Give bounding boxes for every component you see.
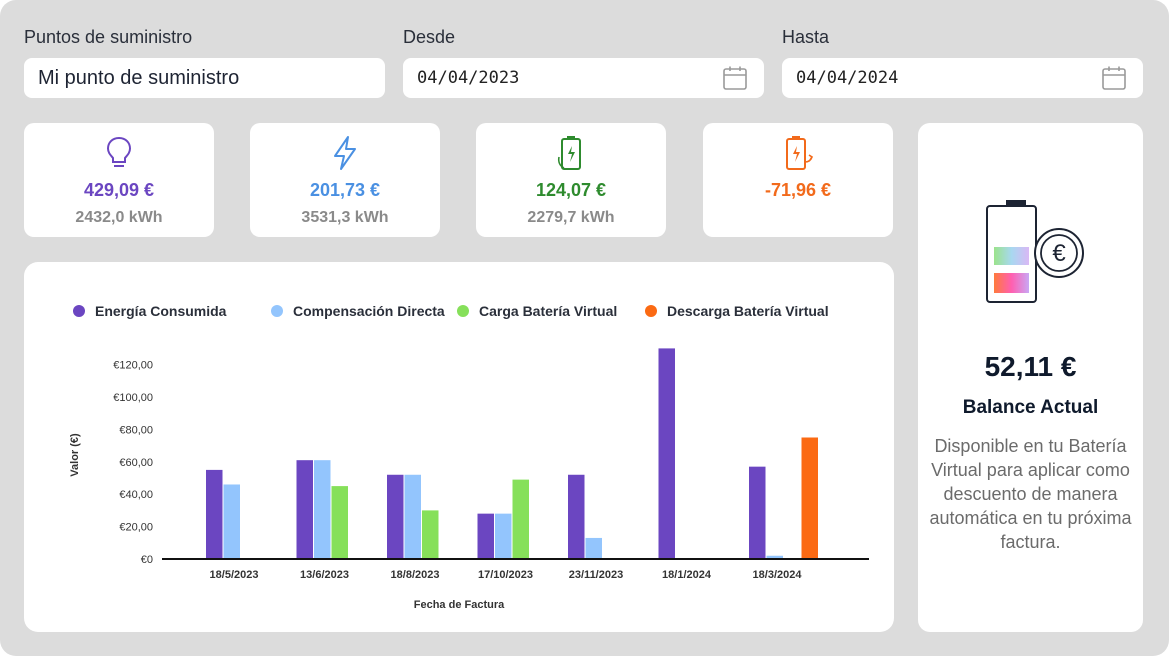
legend-label: Descarga Batería Virtual xyxy=(667,303,829,319)
card-euro-value: 124,07 € xyxy=(535,180,607,200)
y-tick-label: €100,00 xyxy=(113,392,153,404)
y-tick-label: €80,00 xyxy=(119,424,153,436)
bar xyxy=(404,474,421,559)
battery-charge-icon xyxy=(557,136,581,170)
x-tick-label: 17/10/2023 xyxy=(478,569,533,581)
bar xyxy=(387,474,404,559)
x-tick-label: 18/8/2023 xyxy=(391,569,440,581)
bar xyxy=(749,466,766,559)
calendar-icon[interactable] xyxy=(1101,65,1127,91)
bar xyxy=(766,555,783,559)
legend-marker xyxy=(73,305,85,317)
lightbulb-icon xyxy=(106,136,132,167)
battery-euro-icon: € xyxy=(986,200,1084,303)
x-tick-label: 13/6/2023 xyxy=(300,569,349,581)
supply-label: Puntos de suministro xyxy=(24,27,193,47)
chart-card: Energía Consumida Compensación Directa Car… xyxy=(24,262,894,632)
bar xyxy=(422,510,439,559)
x-axis-label: Fecha de Factura xyxy=(414,599,505,611)
balance-description: Disponible en tu Batería Virtual para ap… xyxy=(929,436,1132,552)
card-euro-value: -71,96 € xyxy=(764,180,832,200)
bar xyxy=(512,479,529,559)
legend-marker xyxy=(457,305,469,317)
bar-chart: Energía Consumida Compensación Directa Car… xyxy=(69,303,869,611)
x-tick-label: 18/1/2024 xyxy=(662,569,712,581)
legend-label: Carga Batería Virtual xyxy=(479,303,617,319)
card-energy-consumed: 429,09 € 2432,0 kWh xyxy=(24,123,214,237)
bar xyxy=(296,460,313,559)
bar xyxy=(658,348,675,559)
bar xyxy=(477,513,494,559)
x-tick-label: 23/11/2023 xyxy=(569,569,623,581)
legend-label: Compensación Directa xyxy=(293,303,445,319)
card-battery-charge: 124,07 € 2279,7 kWh xyxy=(476,123,666,237)
y-tick-label: €20,00 xyxy=(119,522,153,534)
card-kwh-value: 2279,7 kWh xyxy=(527,209,615,226)
card-kwh-value: 3531,3 kWh xyxy=(301,209,389,226)
card-euro-value: 201,73 € xyxy=(309,180,381,200)
from-date-input[interactable]: 04/04/2023 xyxy=(403,58,764,98)
bar xyxy=(585,537,602,559)
bar xyxy=(495,513,512,559)
bar xyxy=(331,486,348,559)
battery-discharge-icon xyxy=(786,136,814,170)
y-axis-label: Valor (€) xyxy=(69,433,81,477)
x-tick-label: 18/5/2023 xyxy=(210,569,259,581)
balance-card: € 52,11 € Balance Actual Disponible en t… xyxy=(918,123,1143,632)
y-tick-label: €0 xyxy=(141,554,153,566)
balance-amount: 52,11 € xyxy=(984,351,1077,382)
supply-select[interactable]: Mi punto de suministro xyxy=(24,58,385,98)
svg-text:€: € xyxy=(1052,240,1066,267)
card-battery-discharge: -71,96 € xyxy=(703,123,893,237)
card-euro-value: 429,09 € xyxy=(83,180,155,200)
to-date-value: 04/04/2024 xyxy=(796,68,899,88)
card-kwh-value: 2432,0 kWh xyxy=(75,209,163,226)
supply-value: Mi punto de suministro xyxy=(38,66,240,89)
y-tick-label: €60,00 xyxy=(119,457,153,469)
legend-marker xyxy=(271,305,283,317)
to-label: Hasta xyxy=(782,27,830,47)
bar xyxy=(223,484,240,559)
legend-marker xyxy=(645,305,657,317)
from-date-value: 04/04/2023 xyxy=(417,68,520,88)
card-direct-compensation: 201,73 € 3531,3 kWh xyxy=(250,123,440,237)
balance-title: Balance Actual xyxy=(962,397,1099,418)
y-tick-label: €40,00 xyxy=(119,489,153,501)
from-label: Desde xyxy=(403,27,456,47)
calendar-icon[interactable] xyxy=(722,65,748,91)
bar xyxy=(568,474,585,559)
lightning-icon xyxy=(334,136,356,170)
bar xyxy=(206,469,223,559)
x-tick-label: 18/3/2024 xyxy=(753,569,803,581)
legend-label: Energía Consumida xyxy=(95,303,227,319)
bar xyxy=(314,460,331,559)
to-date-input[interactable]: 04/04/2024 xyxy=(782,58,1143,98)
bar xyxy=(801,437,818,559)
y-tick-label: €120,00 xyxy=(113,360,153,372)
